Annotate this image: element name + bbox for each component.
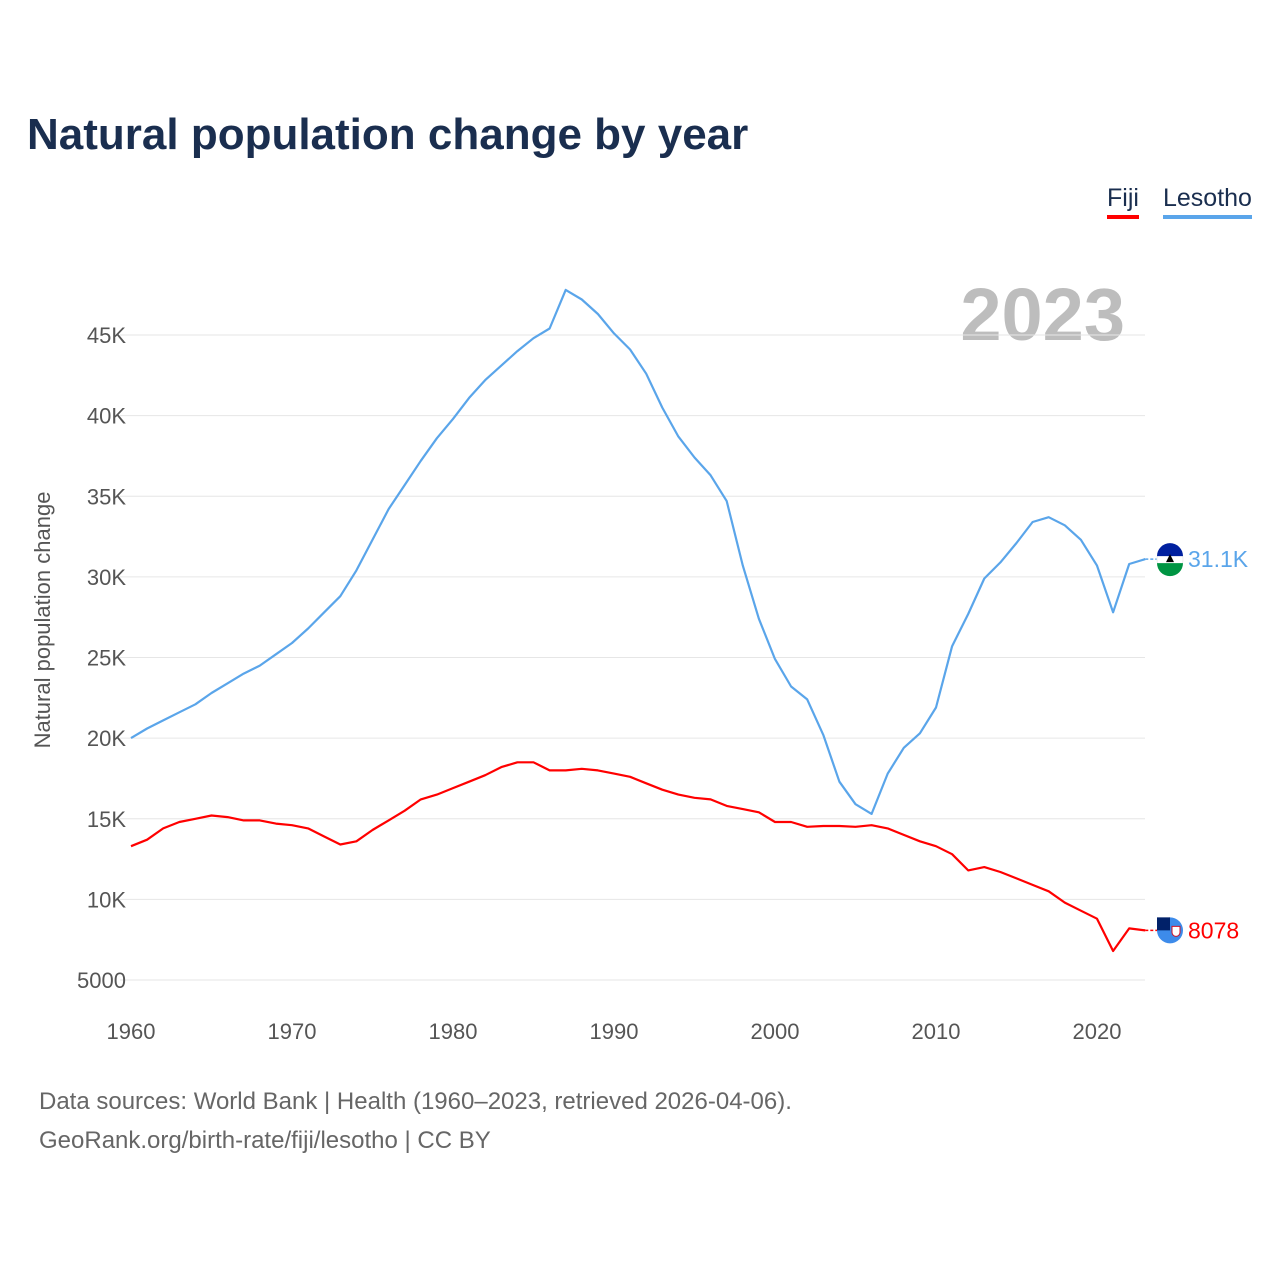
fiji-flag-union xyxy=(1157,917,1170,931)
y-tick-label: 35K xyxy=(87,484,126,509)
y-tick-label: 30K xyxy=(87,565,126,590)
chart-title: Natural population change by year xyxy=(27,110,749,159)
legend-item-fiji[interactable]: Fiji xyxy=(1107,184,1139,219)
y-tick-label: 20K xyxy=(87,726,126,751)
end-value-label: 31.1K xyxy=(1188,546,1249,572)
y-tick-label: 10K xyxy=(87,887,126,912)
x-tick-label: 2020 xyxy=(1073,1019,1122,1044)
lesotho-flag-blue xyxy=(1157,543,1183,557)
y-tick-label: 45K xyxy=(87,323,126,348)
series-line-lesotho xyxy=(130,288,1146,816)
y-tick-label: 15K xyxy=(87,807,126,832)
x-tick-label: 2000 xyxy=(751,1019,800,1044)
y-tick-label: 25K xyxy=(87,646,126,671)
y-tick-label: 40K xyxy=(87,404,126,429)
y-tick-label: 5000 xyxy=(77,968,126,993)
lesotho-hat xyxy=(1166,554,1174,563)
footer-sources: Data sources: World Bank | Health (1960–… xyxy=(39,1088,792,1115)
end-value-label: 8078 xyxy=(1188,917,1239,943)
series-line-fiji xyxy=(130,761,1146,953)
x-tick-label: 1960 xyxy=(107,1019,156,1044)
footer-link[interactable]: GeoRank.org/birth-rate/fiji/lesotho | CC… xyxy=(39,1127,491,1154)
lesotho-flag-green xyxy=(1157,563,1183,577)
year-label: 2023 xyxy=(960,273,1125,356)
legend-item-lesotho[interactable]: Lesotho xyxy=(1163,184,1252,219)
x-tick-label: 1970 xyxy=(268,1019,317,1044)
fiji-flag-shield xyxy=(1171,925,1181,937)
x-tick-label: 2010 xyxy=(912,1019,961,1044)
x-tick-label: 1990 xyxy=(590,1019,639,1044)
x-tick-label: 1980 xyxy=(429,1019,478,1044)
